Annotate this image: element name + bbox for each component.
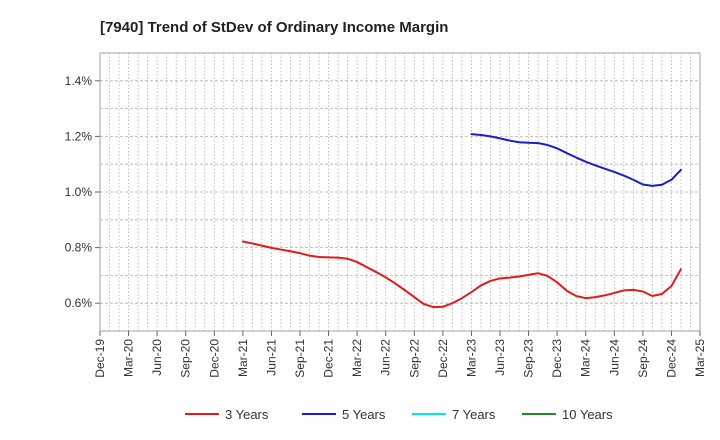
x-tick-label: Jun-24 — [607, 339, 621, 376]
x-tick-label: Jun-23 — [493, 339, 507, 376]
x-tick-label: Dec-20 — [207, 339, 221, 378]
legend-label: 10 Years — [562, 407, 613, 422]
x-tick-label: Dec-22 — [436, 339, 450, 378]
x-tick-label: Mar-21 — [236, 339, 250, 377]
x-tick-label: Sep-24 — [636, 339, 650, 378]
legend: 3 Years 5 Years 7 Years 10 Years — [185, 407, 613, 422]
legend-label: 3 Years — [225, 407, 269, 422]
x-tick-label: Jun-21 — [264, 339, 278, 376]
series-line-5-years — [470, 133, 682, 187]
legend-label: 5 Years — [342, 407, 386, 422]
x-tick-label: Dec-24 — [664, 339, 678, 378]
y-tick-label: 0.8% — [65, 241, 93, 255]
y-tick-label: 1.2% — [65, 129, 93, 143]
x-tick-label: Sep-23 — [522, 339, 536, 378]
x-tick-label: Mar-25 — [693, 339, 707, 377]
y-tick-label: 0.6% — [65, 296, 93, 310]
legend-label: 7 Years — [452, 407, 496, 422]
y-tick-label: 1.0% — [65, 185, 93, 199]
x-tick-label: Mar-22 — [350, 339, 364, 377]
x-tick-label: Sep-22 — [407, 339, 421, 378]
x-tick-label: Dec-19 — [93, 339, 107, 378]
x-tick-label: Dec-23 — [550, 339, 564, 378]
x-tick-label: Mar-23 — [464, 339, 478, 377]
y-axis-ticks: 0.6% 0.8% 1.0% 1.2% 1.4% — [65, 74, 100, 310]
gridlines — [99, 52, 701, 332]
y-tick-label: 1.4% — [65, 74, 93, 88]
x-tick-label: Sep-21 — [293, 339, 307, 378]
x-tick-label: Mar-20 — [122, 339, 136, 377]
x-tick-label: Jun-20 — [150, 339, 164, 376]
x-tick-label: Jun-22 — [379, 339, 393, 376]
x-tick-label: Dec-21 — [322, 339, 336, 378]
series-line-3-years — [241, 240, 682, 309]
x-tick-label: Sep-20 — [179, 339, 193, 378]
series-lines — [241, 133, 682, 309]
x-axis-ticks: Dec-19 Mar-20 Jun-20 Sep-20 Dec-20 Mar-21 Jun-… — [93, 331, 707, 378]
chart-title: [7940] Trend of StDev of Ordinary Income… — [100, 19, 448, 36]
x-tick-label: Mar-24 — [579, 339, 593, 377]
